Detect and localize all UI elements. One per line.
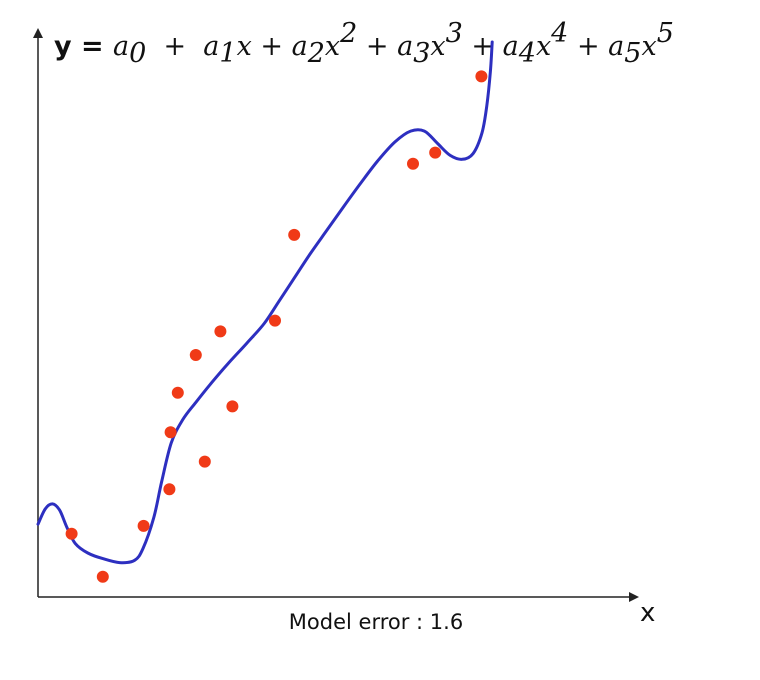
data-point xyxy=(429,146,442,159)
title-part: x xyxy=(536,31,551,62)
title-part: 1 xyxy=(219,38,236,69)
title-part: y = xyxy=(54,31,113,62)
data-point xyxy=(96,570,109,583)
model-error-label: Model error : 1.6 xyxy=(289,610,463,634)
title-part: 2 xyxy=(307,38,325,69)
title-part: a xyxy=(503,31,519,62)
data-point xyxy=(189,349,202,361)
title-part: a xyxy=(203,31,219,62)
title-part: x xyxy=(325,31,340,62)
title-part: a xyxy=(608,31,624,62)
data-point xyxy=(164,426,177,439)
x-axis-label: x xyxy=(640,598,655,628)
title-part: 0 xyxy=(129,38,146,69)
data-point xyxy=(269,314,281,327)
title-part: + xyxy=(463,31,503,62)
data-point xyxy=(65,527,78,540)
title-part: 4 xyxy=(550,18,568,49)
fit-curve xyxy=(36,40,494,565)
title-part: x xyxy=(237,31,252,62)
data-point xyxy=(171,386,184,399)
data-point xyxy=(198,455,211,468)
data-point xyxy=(214,325,227,338)
title-part: + xyxy=(252,31,292,62)
title-part: 5 xyxy=(624,38,641,69)
data-point xyxy=(137,519,150,532)
data-point xyxy=(475,70,488,83)
title-part: + xyxy=(568,31,608,62)
title-part: 3 xyxy=(446,18,463,49)
title-part: a xyxy=(292,31,308,62)
title-part: a xyxy=(113,31,129,62)
data-point xyxy=(288,228,301,241)
title-part: 5 xyxy=(657,18,674,49)
title-part: 4 xyxy=(518,38,536,69)
title-part: x xyxy=(641,31,656,62)
chart-title: y = a0 + a1x + a2x2 + a3x3 + a4x4 + a5x5 xyxy=(54,18,674,69)
title-part: x xyxy=(430,31,445,62)
title-part: 3 xyxy=(413,38,430,69)
title-part: + xyxy=(146,31,203,62)
data-point xyxy=(163,483,176,496)
title-part: 2 xyxy=(339,18,357,49)
title-part: + xyxy=(357,31,397,62)
title-part: a xyxy=(397,31,413,62)
data-point xyxy=(226,400,239,413)
data-point xyxy=(407,157,419,170)
scatter-points xyxy=(65,70,488,583)
